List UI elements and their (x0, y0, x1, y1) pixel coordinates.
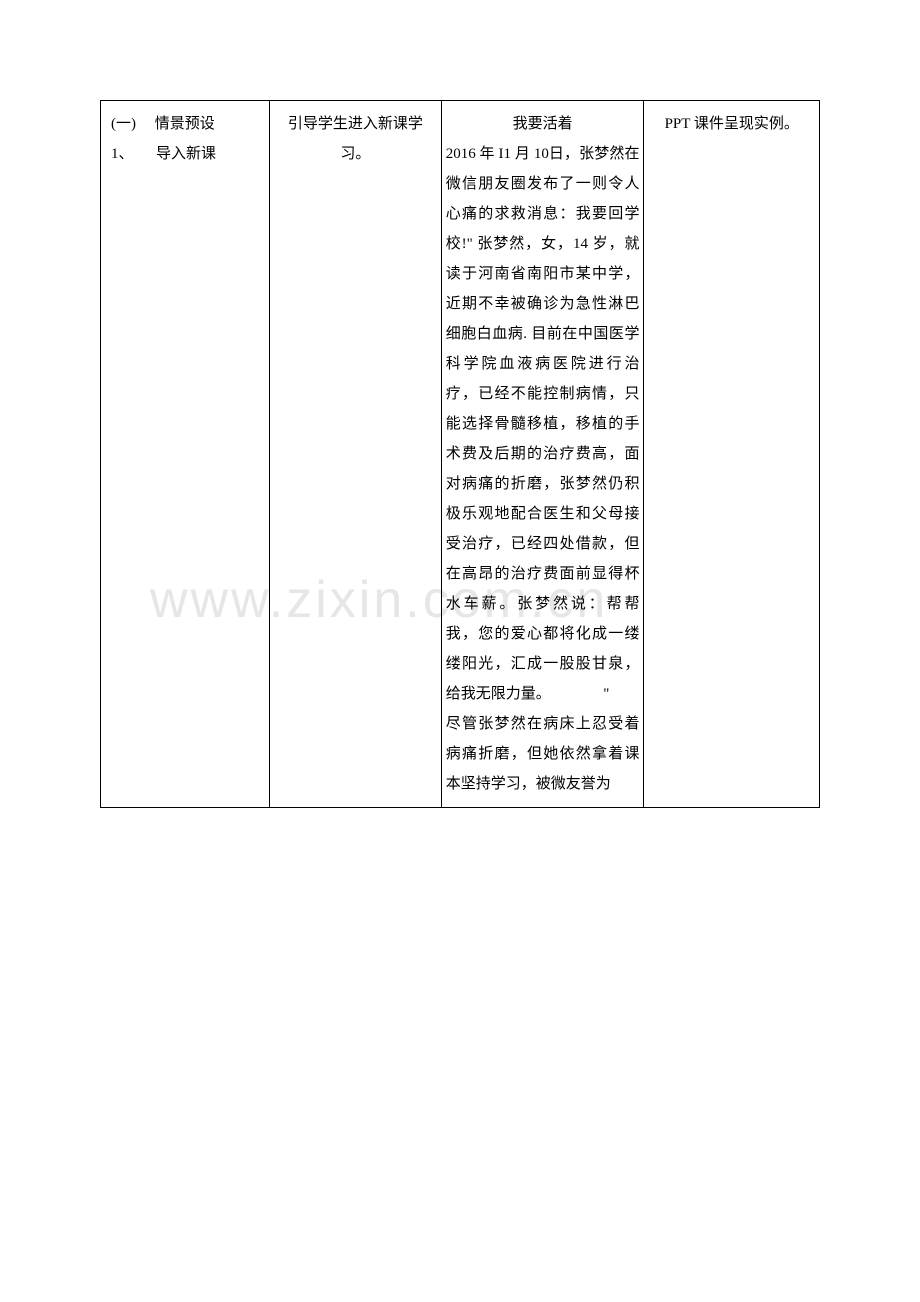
cell-content: 我要活着 2016 年 I1 月 10日，张梦然在微信朋友圈发布了一则令人心痛的… (441, 101, 644, 808)
content-title: 我要活着 (446, 109, 640, 139)
content-body2: 尽管张梦然在病床上忍受着病痛折磨，但她依然拿着课本坚持学习，被微友誉为 (446, 709, 640, 799)
cell-stage: (一) 情景预设 1、 导入新课 (101, 101, 270, 808)
cell-media: PPT 课件呈现实例。 (644, 101, 820, 808)
table-row: (一) 情景预设 1、 导入新课 引导学生进入新课学习。 我要活着 2016 年… (101, 101, 820, 808)
stage-line-2: 1、 导入新课 (105, 139, 265, 169)
lesson-plan-table: (一) 情景预设 1、 导入新课 引导学生进入新课学习。 我要活着 2016 年… (100, 100, 820, 808)
media-text: PPT 课件呈现实例。 (665, 116, 799, 132)
cell-guide: 引导学生进入新课学习。 (270, 101, 442, 808)
stage-line-1: (一) 情景预设 (105, 109, 265, 139)
guide-text: 引导学生进入新课学习。 (288, 116, 423, 162)
content-body: 2016 年 I1 月 10日，张梦然在微信朋友圈发布了一则令人心痛的求救消息：… (446, 139, 640, 709)
